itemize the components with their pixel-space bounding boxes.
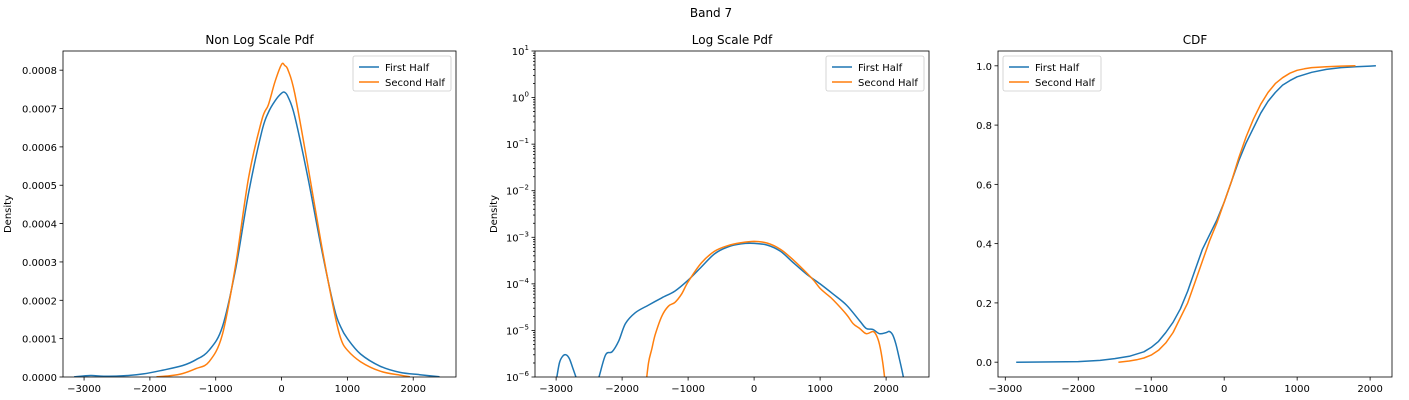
series-line-first-half — [1016, 65, 1376, 363]
y-tick-base: 10 — [506, 280, 519, 291]
legend: First Half Second Half — [825, 55, 925, 92]
x-tick-label: 1000 — [335, 384, 360, 395]
legend-label: Second Half — [1035, 78, 1095, 89]
y-tick-label: 10−3 — [506, 230, 529, 244]
y-tick-label: 10−4 — [506, 277, 530, 291]
x-tick-label: 1000 — [1284, 384, 1309, 395]
x-tick-label: −2000 — [1061, 384, 1095, 395]
axes-frame — [997, 50, 1393, 378]
y-tick-label: 0.0008 — [22, 66, 57, 77]
y-tick-base: 10 — [506, 140, 519, 151]
legend-label: Second Half — [858, 78, 918, 89]
y-tick-base: 10 — [506, 326, 519, 337]
legend-label: First Half — [1035, 63, 1080, 74]
series-line-second-half — [156, 62, 411, 377]
x-tick-label: −1000 — [671, 384, 705, 395]
y-axis-label: Density — [3, 195, 14, 233]
y-tick-base: 10 — [506, 233, 519, 244]
x-tick-label: 0 — [278, 384, 284, 395]
y-tick-label: 0.0004 — [22, 220, 57, 231]
y-tick-label: 10−6 — [506, 370, 530, 384]
x-tick-label: −1000 — [199, 384, 233, 395]
series-lines — [556, 240, 905, 377]
y-tick-label: 10−5 — [506, 323, 529, 337]
series-lines — [74, 62, 440, 377]
x-tick-label: −1000 — [1134, 384, 1168, 395]
legend: First Half Second Half — [1002, 55, 1102, 92]
x-tick-label: −2000 — [605, 384, 639, 395]
y-tick-label: 0.0005 — [22, 181, 57, 192]
y-tick-label: 0.0006 — [22, 143, 57, 154]
y-tick-exponent: −4 — [519, 277, 530, 285]
series-line-second-half — [646, 240, 886, 377]
series-line-first-half — [556, 242, 905, 377]
y-tick-label: 0.0001 — [22, 335, 57, 346]
legend-label: First Half — [385, 63, 430, 74]
y-tick-label: 0.6 — [976, 180, 992, 191]
series-line-first-half — [74, 91, 440, 377]
chart-panel-3: CDF −3000 −2000 −1000 0 1000 2000 0.0 0.2 0.4 0.6 0… — [976, 33, 1393, 395]
axes-frame — [534, 50, 930, 378]
y-tick-exponent: −2 — [519, 184, 529, 192]
y-tick-label: 0.8 — [976, 121, 992, 132]
x-tick-label: 0 — [1221, 384, 1227, 395]
y-tick-base: 10 — [506, 373, 519, 384]
y-tick-exponent: 0 — [525, 91, 529, 99]
y-tick-label: 1.0 — [976, 62, 992, 73]
y-tick-base: 10 — [512, 47, 525, 58]
y-tick-label: 0.0007 — [22, 105, 57, 116]
figure-suptitle: Band 7 — [690, 6, 732, 20]
y-tick-label: 10−2 — [506, 184, 529, 198]
chart-panel-1: Non Log Scale Pdf Density −3000 −2000 −1000 0… — [3, 33, 457, 395]
y-tick-base: 10 — [512, 94, 525, 105]
legend: First Half Second Half — [352, 55, 452, 92]
x-tick-label: −3000 — [67, 384, 101, 395]
x-tick-label: 1000 — [807, 384, 832, 395]
x-tick-label: 0 — [751, 384, 757, 395]
y-tick-label: 0.4 — [976, 240, 992, 251]
axes-frame — [62, 50, 457, 378]
y-tick-label: 100 — [512, 91, 529, 105]
series-lines — [1016, 65, 1376, 363]
y-axis-label: Density — [489, 195, 500, 233]
x-tick-label: −3000 — [988, 384, 1022, 395]
chart-title: Log Scale Pdf — [692, 33, 773, 47]
x-tick-label: 2000 — [1357, 384, 1382, 395]
y-tick-label: 0.0002 — [22, 296, 57, 307]
x-tick-label: 2000 — [873, 384, 898, 395]
legend-label: First Half — [858, 63, 903, 74]
x-tick-label: 2000 — [400, 384, 425, 395]
legend-label: Second Half — [385, 78, 445, 89]
y-tick-exponent: −1 — [519, 137, 529, 145]
y-tick-label: 0.0 — [976, 358, 992, 369]
series-line-second-half — [1118, 65, 1356, 363]
y-tick-label: 10−1 — [506, 137, 529, 151]
y-tick-label: 101 — [512, 44, 529, 58]
chart-title: CDF — [1183, 33, 1208, 47]
y-tick-exponent: −3 — [519, 230, 529, 238]
x-tick-label: −2000 — [133, 384, 167, 395]
y-tick-exponent: −5 — [519, 323, 529, 331]
y-tick-label: 0.2 — [976, 299, 992, 310]
chart-title: Non Log Scale Pdf — [205, 33, 314, 47]
y-tick-label: 0.0000 — [22, 373, 57, 384]
y-tick-exponent: 1 — [525, 44, 529, 52]
x-tick-label: −3000 — [539, 384, 573, 395]
y-tick-base: 10 — [506, 187, 519, 198]
y-tick-exponent: −6 — [519, 370, 530, 378]
y-tick-label: 0.0003 — [22, 258, 57, 269]
